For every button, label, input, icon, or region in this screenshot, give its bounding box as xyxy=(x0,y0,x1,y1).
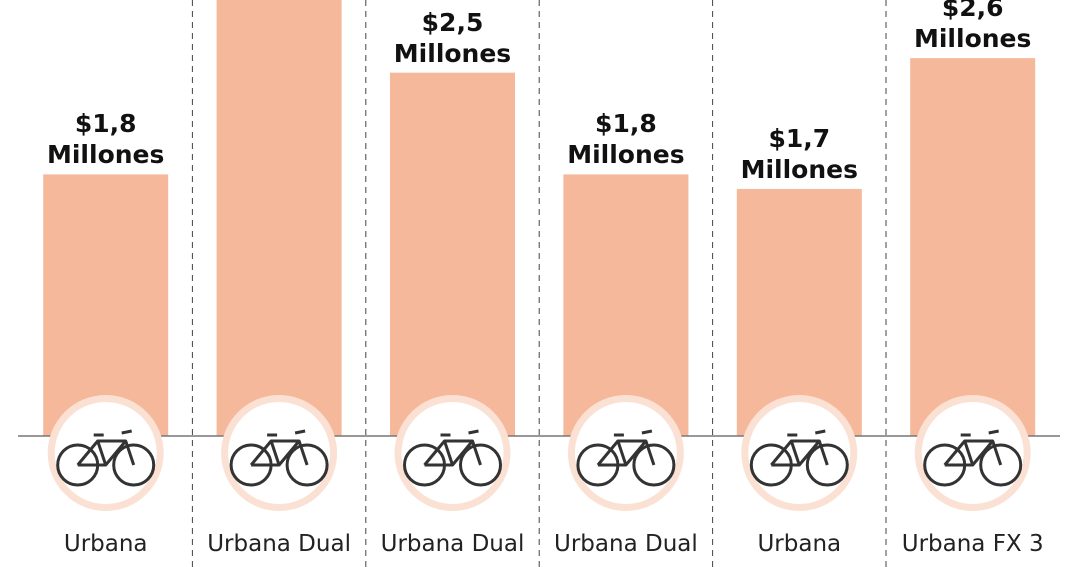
bar xyxy=(910,58,1036,437)
frame xyxy=(249,429,309,467)
x-tick-label: Urbana Dual xyxy=(207,531,351,557)
icon-disc xyxy=(401,402,504,504)
icon-disc xyxy=(748,402,851,504)
bike-icon xyxy=(56,429,156,487)
wheel xyxy=(979,443,1023,487)
bar xyxy=(563,174,689,436)
frame xyxy=(76,429,136,467)
icon-disc xyxy=(921,402,1024,504)
wheel xyxy=(632,443,676,487)
x-tick-label: Urbana Dual xyxy=(380,531,525,557)
frame xyxy=(770,429,829,467)
icon-disc xyxy=(228,402,331,504)
bike-icon xyxy=(749,429,849,487)
frame xyxy=(943,429,1003,467)
x-tick-label: Urbana FX 3 xyxy=(901,531,1044,557)
x-tick-label: Urbana Dual xyxy=(554,531,698,557)
bar xyxy=(216,0,342,436)
bar xyxy=(43,174,169,436)
frame xyxy=(596,429,656,467)
wheel xyxy=(112,443,156,487)
wheel xyxy=(285,443,329,487)
bike-icon xyxy=(923,429,1023,487)
x-tick-label: Urbana xyxy=(63,531,148,557)
bar xyxy=(736,188,862,436)
bar xyxy=(390,72,515,437)
frame xyxy=(423,429,482,467)
icon-disc xyxy=(574,402,677,504)
wheel xyxy=(459,443,502,487)
bike-icon xyxy=(576,429,676,487)
wheel xyxy=(805,443,849,487)
x-tick-label: Urbana xyxy=(757,531,842,557)
value-label: $1,7 Millones xyxy=(740,123,858,184)
value-label: $1,8 Millones xyxy=(46,109,165,170)
value-label: $1,8 Millones xyxy=(567,109,685,170)
icon-disc xyxy=(54,402,157,504)
value-label: $2,5 Millones xyxy=(393,7,512,68)
value-label: $2,6 Millones xyxy=(913,0,1032,54)
bike-icon xyxy=(229,429,329,487)
bike-icon xyxy=(403,429,502,487)
